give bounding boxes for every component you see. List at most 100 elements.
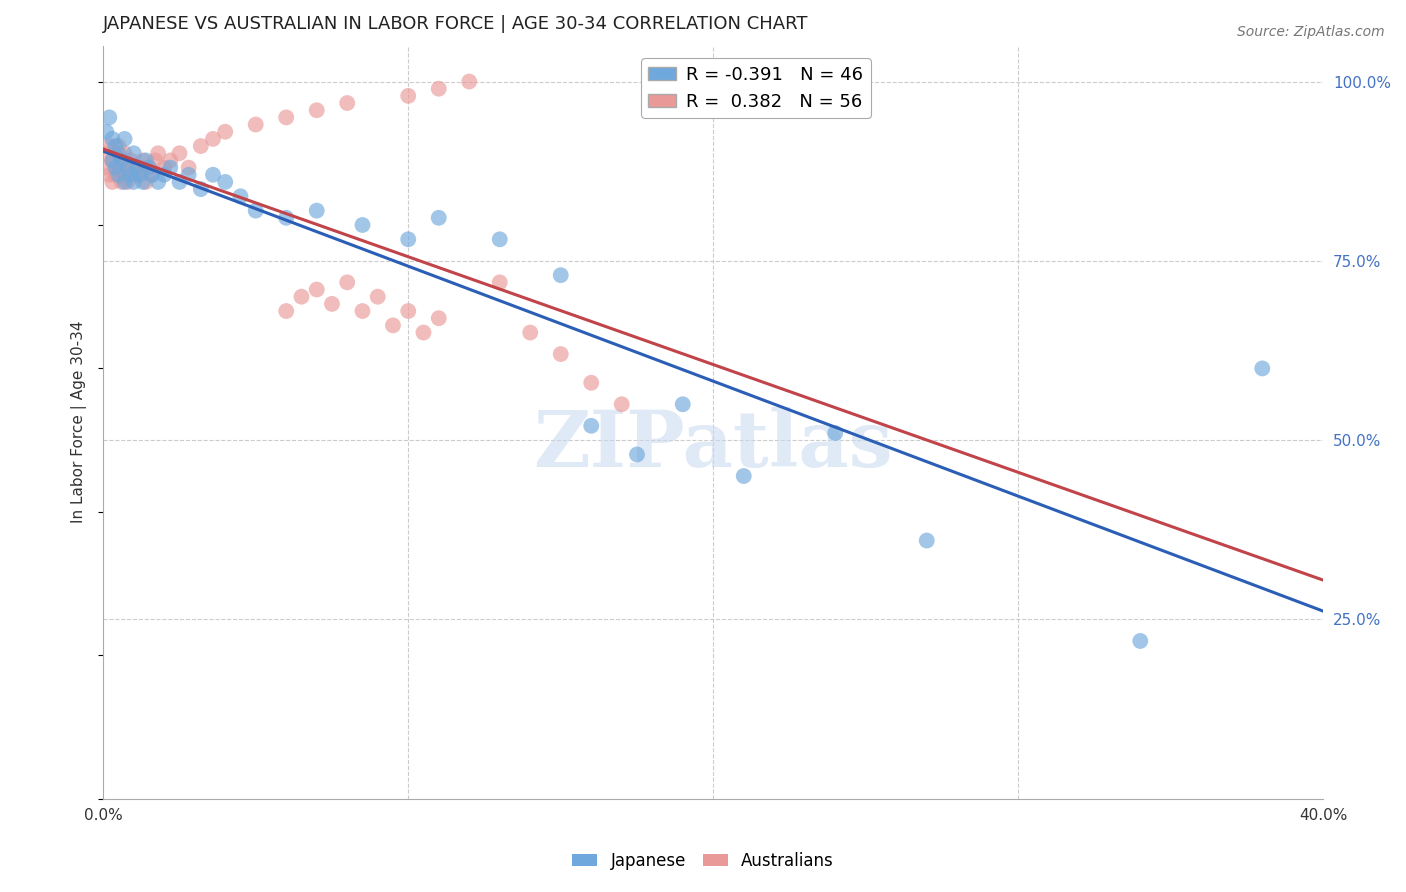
Legend: Japanese, Australians: Japanese, Australians xyxy=(565,846,841,877)
Point xyxy=(135,175,157,189)
Point xyxy=(104,161,127,175)
Point xyxy=(110,153,132,168)
Point xyxy=(104,139,127,153)
Text: Source: ZipAtlas.com: Source: ZipAtlas.com xyxy=(1237,25,1385,39)
Point xyxy=(1251,361,1274,376)
Point xyxy=(190,182,212,196)
Point xyxy=(305,203,328,218)
Point xyxy=(276,111,298,125)
Point xyxy=(104,146,127,161)
Y-axis label: In Labor Force | Age 30-34: In Labor Force | Age 30-34 xyxy=(72,321,87,524)
Point xyxy=(114,168,136,182)
Point xyxy=(101,175,124,189)
Point xyxy=(135,153,157,168)
Point xyxy=(733,469,755,483)
Point xyxy=(305,283,328,297)
Point xyxy=(138,161,160,175)
Point xyxy=(672,397,695,411)
Point xyxy=(117,175,139,189)
Point xyxy=(101,153,124,168)
Point xyxy=(128,168,150,182)
Point xyxy=(159,153,181,168)
Point xyxy=(114,132,136,146)
Point xyxy=(427,211,450,225)
Point xyxy=(305,103,328,118)
Point xyxy=(412,326,434,340)
Point xyxy=(110,175,132,189)
Point xyxy=(98,111,121,125)
Text: JAPANESE VS AUSTRALIAN IN LABOR FORCE | AGE 30-34 CORRELATION CHART: JAPANESE VS AUSTRALIAN IN LABOR FORCE | … xyxy=(103,15,808,33)
Point xyxy=(143,153,166,168)
Legend: R = -0.391   N = 46, R =  0.382   N = 56: R = -0.391 N = 46, R = 0.382 N = 56 xyxy=(641,59,870,118)
Point xyxy=(336,96,359,111)
Point xyxy=(290,290,312,304)
Point xyxy=(336,276,359,290)
Point xyxy=(382,318,405,333)
Point xyxy=(581,376,603,390)
Point xyxy=(488,232,510,246)
Point xyxy=(159,161,181,175)
Point xyxy=(120,153,142,168)
Point xyxy=(190,139,212,153)
Point xyxy=(321,297,343,311)
Point xyxy=(519,326,541,340)
Point xyxy=(107,146,129,161)
Point xyxy=(214,175,236,189)
Point xyxy=(141,168,163,182)
Point xyxy=(153,161,176,175)
Point xyxy=(396,88,419,103)
Point xyxy=(153,168,176,182)
Point xyxy=(550,347,572,361)
Point xyxy=(610,397,633,411)
Point xyxy=(114,146,136,161)
Point xyxy=(120,168,142,182)
Point xyxy=(96,146,118,161)
Point xyxy=(128,161,150,175)
Point xyxy=(177,161,200,175)
Point xyxy=(122,175,145,189)
Point xyxy=(122,161,145,175)
Point xyxy=(101,132,124,146)
Point xyxy=(427,311,450,326)
Point xyxy=(626,448,648,462)
Point xyxy=(114,175,136,189)
Point xyxy=(276,304,298,318)
Point xyxy=(581,418,603,433)
Point xyxy=(101,153,124,168)
Point xyxy=(110,153,132,168)
Point xyxy=(138,161,160,175)
Text: ZIPatlas: ZIPatlas xyxy=(533,407,893,483)
Point xyxy=(146,146,169,161)
Point xyxy=(367,290,389,304)
Point xyxy=(396,304,419,318)
Point xyxy=(96,125,118,139)
Point xyxy=(177,168,200,182)
Point xyxy=(98,139,121,153)
Point xyxy=(98,168,121,182)
Point xyxy=(104,168,127,182)
Point xyxy=(352,304,374,318)
Point xyxy=(229,189,252,203)
Point xyxy=(245,203,267,218)
Point xyxy=(132,175,155,189)
Point xyxy=(122,146,145,161)
Point xyxy=(141,168,163,182)
Point xyxy=(427,81,450,95)
Point xyxy=(107,139,129,153)
Point xyxy=(396,232,419,246)
Point xyxy=(1129,634,1152,648)
Point xyxy=(169,146,191,161)
Point xyxy=(276,211,298,225)
Point xyxy=(125,161,148,175)
Point xyxy=(550,268,572,282)
Point xyxy=(245,118,267,132)
Point xyxy=(824,425,846,440)
Point xyxy=(125,168,148,182)
Point xyxy=(169,175,191,189)
Point xyxy=(915,533,938,548)
Point xyxy=(488,276,510,290)
Point xyxy=(107,161,129,175)
Point xyxy=(117,161,139,175)
Point xyxy=(202,132,225,146)
Point xyxy=(107,168,129,182)
